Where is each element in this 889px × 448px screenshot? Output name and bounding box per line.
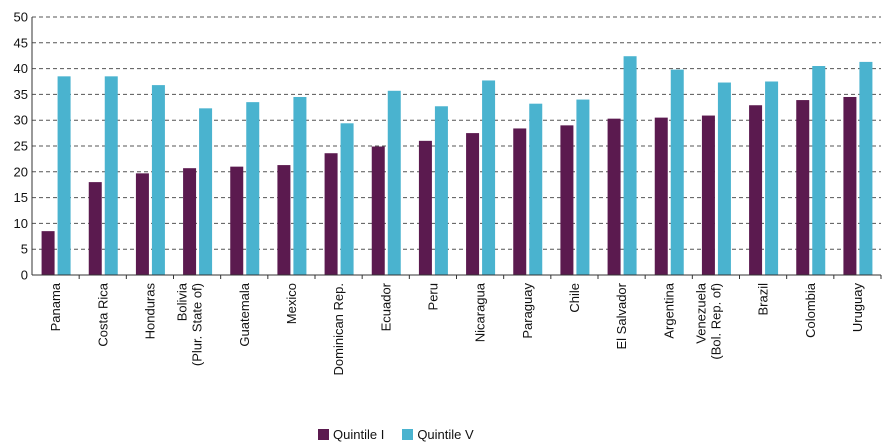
x-category-label: Peru (425, 283, 440, 310)
bar-quintile-i (560, 125, 574, 275)
bar-quintile-i (183, 168, 197, 275)
y-tick-label: 50 (14, 10, 28, 25)
x-category-label: Dominican Rep. (331, 283, 346, 376)
y-tick-label: 10 (14, 216, 28, 231)
bar-quintile-i (654, 117, 668, 276)
x-category-label: Venezuela(Bol. Rep. of) (693, 282, 723, 359)
y-tick-label: 0 (21, 268, 28, 283)
y-tick-label: 45 (14, 35, 28, 50)
legend-item-quintile-v: Quintile V (402, 427, 474, 442)
y-tick-label: 25 (14, 139, 28, 154)
x-category-label: Paraguay (520, 283, 535, 339)
bar-quintile-v (859, 61, 873, 275)
y-tick-label: 20 (14, 164, 28, 179)
bar-quintile-v (57, 76, 71, 275)
bars (41, 56, 873, 276)
bar-quintile-i (607, 118, 621, 275)
bar-quintile-v (246, 102, 260, 275)
bar-quintile-i (324, 153, 338, 275)
bar-quintile-v (199, 108, 213, 275)
y-tick-label: 5 (21, 242, 28, 257)
bar-quintile-i (701, 115, 715, 275)
grid-lines (32, 16, 881, 250)
legend-label-quintile-v: Quintile V (417, 427, 474, 442)
x-category-label: Brazil (756, 283, 771, 316)
legend-label-quintile-i: Quintile I (333, 427, 385, 442)
bar-quintile-i (796, 100, 810, 276)
x-category-label: Mexico (284, 283, 299, 324)
bar-quintile-i (135, 173, 149, 275)
y-tick-label: 40 (14, 61, 28, 76)
bar-quintile-i (277, 165, 291, 275)
x-category-label: El Salvador (614, 282, 629, 349)
bar-quintile-v (387, 90, 401, 276)
bar-quintile-v (293, 96, 307, 275)
x-category-label: Ecuador (378, 282, 393, 331)
bar-quintile-i (41, 231, 55, 275)
bar-quintile-v (151, 85, 165, 275)
bar-quintile-i (513, 128, 527, 275)
y-tick-label: 30 (14, 113, 28, 128)
bar-quintile-i (230, 166, 244, 275)
y-tick-label: 15 (14, 190, 28, 205)
bar-quintile-v (765, 81, 779, 275)
bar-quintile-v (104, 76, 118, 275)
bar-quintile-v (717, 82, 731, 275)
bar-quintile-v (340, 123, 354, 276)
x-axis: Panama Costa Rica Honduras Bolivia(Plur. St… (32, 274, 882, 376)
bar-quintile-v (812, 66, 826, 276)
x-category-label: Honduras (142, 283, 157, 340)
bar-quintile-v (670, 69, 684, 275)
bar-quintile-i (371, 146, 385, 275)
x-category-label: Costa Rica (95, 282, 110, 346)
bar-quintile-i (88, 182, 102, 275)
x-category-label: Argentina (661, 282, 676, 338)
bar-quintile-v (623, 56, 637, 275)
x-category-label: Uruguay (850, 283, 865, 333)
y-tick-label: 35 (14, 87, 28, 102)
x-category-label: Colombia (803, 282, 818, 338)
bar-quintile-i (466, 133, 480, 275)
bar-quintile-v (576, 99, 590, 275)
x-category-label: Guatemala (237, 282, 252, 346)
bar-quintile-v (482, 80, 496, 275)
x-category-label: Bolivia(Plur. State of) (175, 282, 205, 366)
legend-item-quintile-i: Quintile I (318, 427, 384, 442)
bar-quintile-v (434, 106, 448, 275)
x-category-label: Panama (48, 282, 63, 331)
bar-quintile-i (418, 140, 432, 275)
legend-swatch-quintile-v (402, 429, 414, 440)
y-axis: 0 5 10 15 20 25 30 35 40 45 50 (14, 10, 33, 283)
bar-quintile-i (749, 105, 763, 276)
bar-quintile-i (843, 96, 857, 275)
legend: Quintile I Quintile V (318, 427, 492, 442)
x-category-label: Nicaragua (473, 282, 488, 342)
bar-quintile-v (529, 103, 543, 275)
legend-swatch-quintile-i (318, 429, 329, 440)
bar-chart: 0 5 10 15 20 25 30 35 40 45 50 Panama Costa Rica Hon… (14, 10, 882, 376)
x-category-label: Chile (567, 283, 582, 313)
